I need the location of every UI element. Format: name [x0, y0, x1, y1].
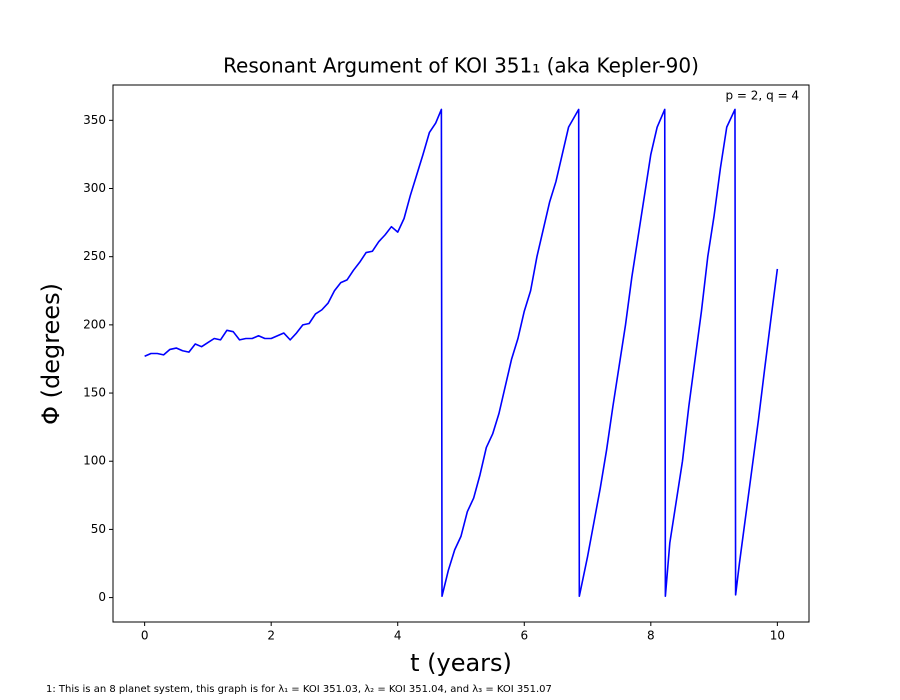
y-tick-label: 350 — [83, 113, 106, 127]
y-tick-label: 200 — [83, 317, 106, 331]
y-tick-label: 50 — [91, 522, 106, 536]
x-tick-label: 6 — [520, 629, 528, 643]
x-tick-label: 4 — [394, 629, 402, 643]
y-axis-label: Φ (degrees) — [37, 283, 65, 425]
x-tick-label: 10 — [770, 629, 785, 643]
x-tick-label: 8 — [647, 629, 655, 643]
y-tick-label: 300 — [83, 181, 106, 195]
y-tick-label: 0 — [98, 590, 106, 604]
plot-frame — [112, 84, 810, 623]
y-tick-label: 250 — [83, 249, 106, 263]
x-tick-label: 2 — [267, 629, 275, 643]
x-tick-label: 0 — [141, 629, 149, 643]
x-axis-label: t (years) — [410, 649, 512, 677]
annotation: p = 2, q = 4 — [726, 89, 800, 103]
y-tick-label: 150 — [83, 386, 106, 400]
footnote: 1: This is an 8 planet system, this grap… — [46, 684, 552, 695]
chart-title: Resonant Argument of KOI 351₁ (aka Keple… — [223, 54, 699, 78]
data-line — [144, 108, 779, 598]
y-tick-label: 100 — [83, 454, 106, 468]
